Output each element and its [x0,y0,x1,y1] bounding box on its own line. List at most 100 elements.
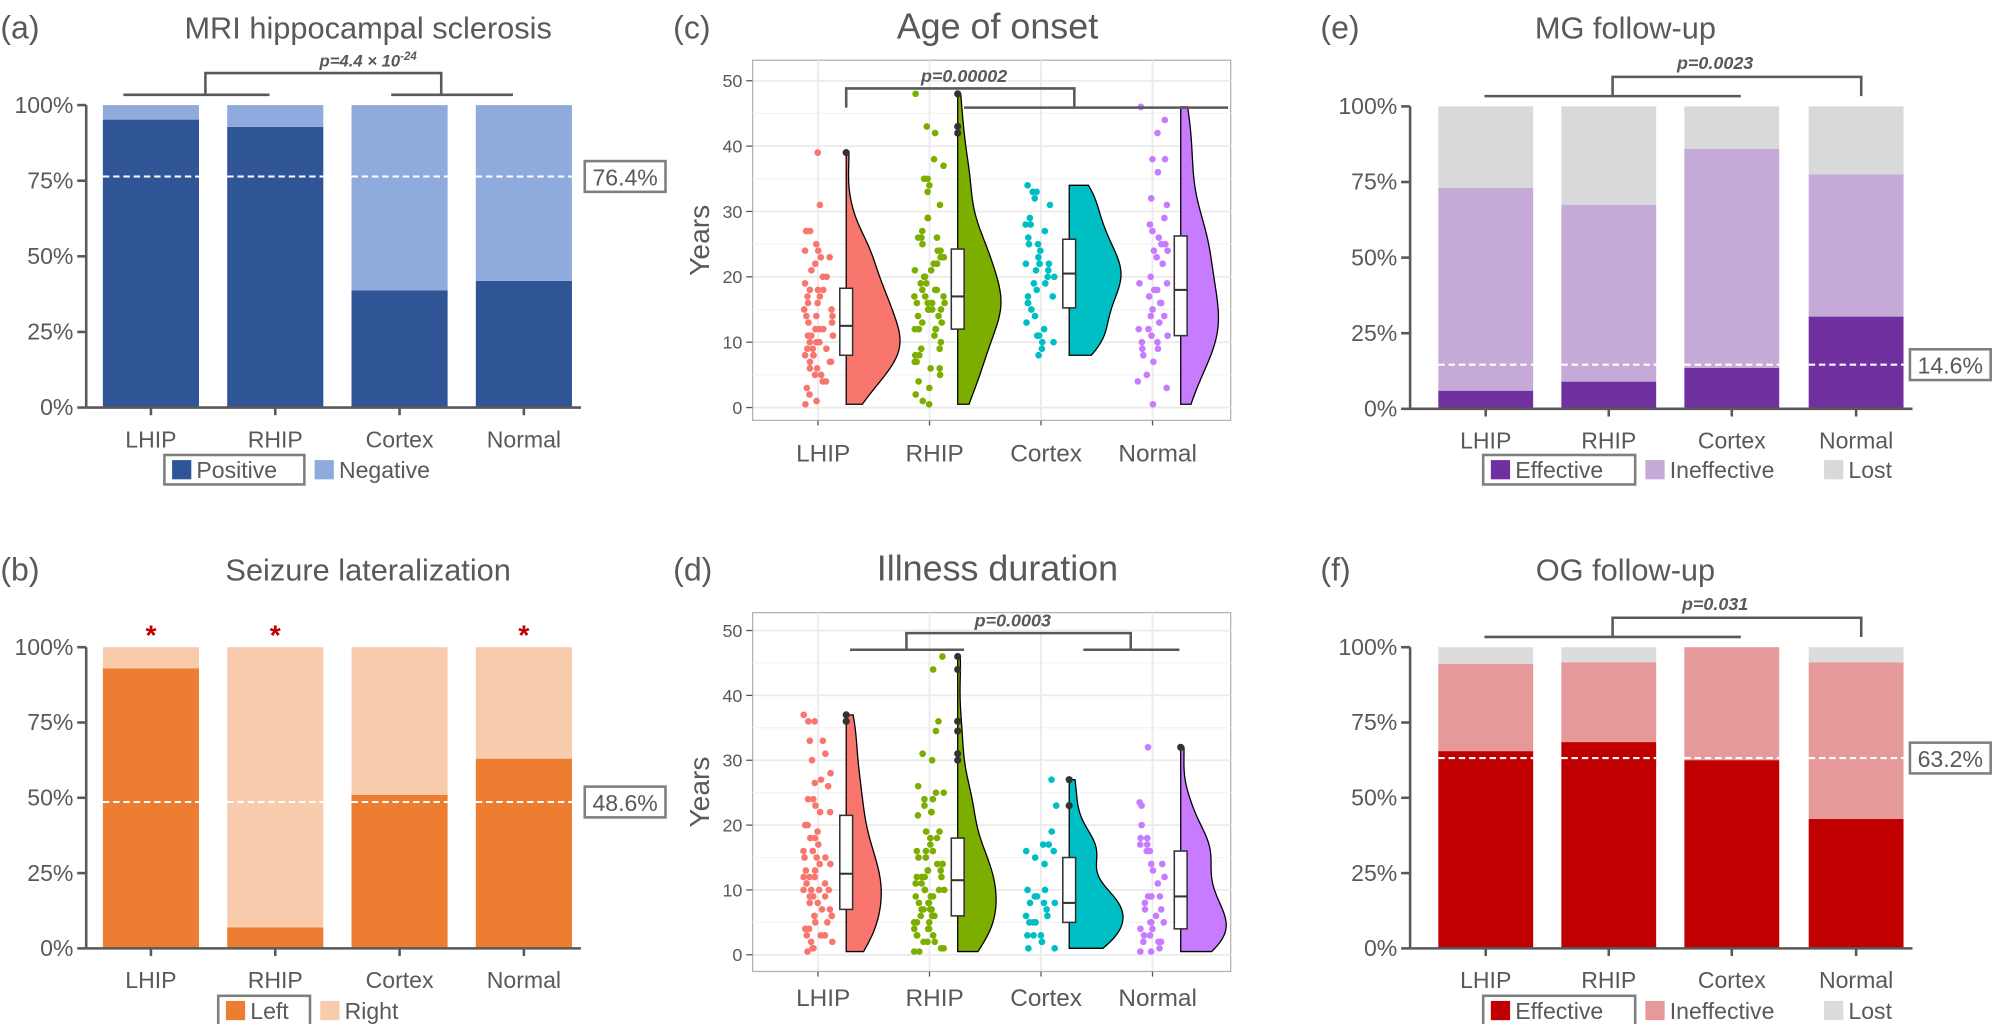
half-violin [845,151,901,405]
bar-lost-lhip [1438,106,1534,189]
chart-title: OG follow-up [1536,553,1715,588]
data-point [925,899,933,907]
data-point [1031,854,1039,861]
y-tick-label: 50% [27,784,73,810]
data-point [1146,932,1154,939]
legend-swatch-left [225,1000,246,1021]
legend-swatch-negative [314,460,334,480]
box [1062,856,1077,924]
data-point [811,867,819,874]
y-tick-label: 30 [722,751,742,771]
data-point [922,828,930,835]
x-tick-label: Normal [487,426,561,452]
group-rhip [910,652,997,955]
data-point [940,162,947,170]
data-point [814,899,822,907]
chart-title: MRI hippocampal sclerosis [184,10,551,45]
data-point [1035,253,1042,261]
data-point [918,227,926,235]
data-point [1143,847,1151,855]
panel-c: (c) Age of onset 0 10 20 30 40 50 Years LHIP RHIP C… [673,6,1232,467]
data-point [817,253,825,261]
bar-right-lhip [102,647,199,669]
data-point [917,345,925,353]
data-point [932,727,940,735]
data-point [1033,286,1041,294]
outlier-point [954,122,962,131]
data-point [1153,253,1161,261]
outlier-point [954,717,962,725]
legend-label-ineffective: Ineffective [1670,998,1775,1024]
data-point [803,932,811,939]
data-point [921,293,929,300]
data-point [919,240,926,248]
data-point [1154,129,1161,137]
data-point [1049,293,1057,300]
y-tick-label: 50% [27,243,73,269]
significance-asterisk: * [518,619,529,651]
x-tick-label: RHIP [248,967,303,993]
data-point [1154,338,1161,346]
data-point [1141,906,1149,913]
data-point [1031,893,1039,900]
data-point [814,828,821,835]
panel-label: (a) [0,9,39,45]
data-point [938,319,946,326]
data-point [922,280,930,287]
data-point [924,175,931,183]
p-value: p=0.00002 [920,66,1007,86]
data-point [828,319,836,326]
data-point [1154,345,1162,353]
x-tick-label: LHIP [1460,967,1511,993]
data-point [1163,201,1171,209]
data-point [924,188,931,196]
data-point [1147,919,1155,926]
data-point [1161,116,1169,124]
data-point [804,795,812,803]
data-point [1139,351,1147,359]
data-point [925,384,933,392]
bar-left-cortex [351,794,448,949]
data-point [931,129,939,137]
data-point [913,299,921,307]
bar-ineffective-cortex [1684,148,1780,368]
data-point [931,332,938,339]
data-point [924,938,931,946]
data-point [1039,841,1047,848]
x-tick-label: Cortex [1698,967,1766,993]
legend-label-lost: Lost [1848,998,1892,1024]
data-point [928,756,936,764]
panel-label: (f) [1320,552,1350,588]
y-tick-label: 0% [1364,935,1397,961]
data-point [1156,319,1163,326]
y-tick-label: 100% [1338,634,1397,660]
data-point [825,886,833,894]
data-point [811,912,818,920]
bar-ineffective-rhip [1561,662,1657,743]
data-point [936,345,944,353]
data-point [829,332,837,339]
group-cortex [1022,776,1124,952]
data-point [1148,332,1155,339]
outlier-point [954,652,962,661]
data-point [924,214,931,222]
data-point [1135,325,1143,333]
significance-asterisk: * [145,619,156,651]
legend-label-right: Right [345,998,399,1024]
data-point [804,345,811,353]
data-point [939,860,946,868]
data-point [1026,214,1034,222]
legend-swatch-lost [1824,460,1844,480]
x-tick-label: Normal [1118,985,1196,1012]
data-point [918,906,925,913]
data-point [1155,938,1162,946]
data-point [824,782,832,790]
bar-effective-normal [1808,818,1904,949]
legend: Positive Negative [163,453,430,486]
reference-value-label: 14.6% [1918,353,1983,379]
box [1173,850,1188,930]
outlier-point [954,90,962,98]
box [950,248,965,330]
data-point [819,286,827,294]
x-tick-label: Normal [487,967,561,993]
